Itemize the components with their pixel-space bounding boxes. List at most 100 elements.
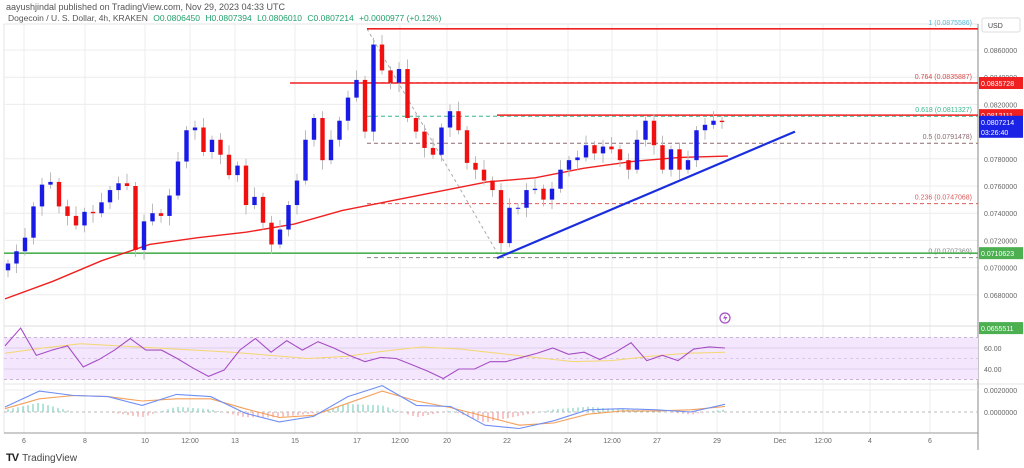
candle xyxy=(31,206,36,238)
candle xyxy=(473,162,478,170)
candle xyxy=(158,213,164,216)
candle xyxy=(116,183,121,191)
price-tick-label: 0.0740000 xyxy=(984,211,1017,218)
candle xyxy=(694,130,699,161)
candle xyxy=(320,118,325,161)
candle xyxy=(99,202,104,214)
candle xyxy=(575,157,580,161)
candle xyxy=(243,165,249,206)
ohlc-close: C0.0807214 xyxy=(307,13,354,23)
time-tick-label: 12:00 xyxy=(391,438,409,445)
candle xyxy=(422,131,427,148)
candle xyxy=(133,186,138,250)
price-tag xyxy=(979,77,1023,90)
price-tick-label: 0.0780000 xyxy=(984,157,1017,164)
candle xyxy=(634,139,640,170)
published-info: aayushjindal published on TradingView.co… xyxy=(6,2,286,12)
candle xyxy=(430,147,436,155)
candle xyxy=(294,180,300,206)
candle xyxy=(56,181,62,207)
price-tag-text: 0.0655511 xyxy=(981,326,1014,333)
candle xyxy=(558,169,563,189)
macd-tick-label: 0.0020000 xyxy=(984,388,1017,395)
rsi-ma-line xyxy=(4,343,726,363)
time-tick-label: 6 xyxy=(928,438,932,445)
candle xyxy=(311,118,317,140)
time-tick-label: 4 xyxy=(868,438,872,445)
time-tick-label: Dec xyxy=(774,438,787,445)
candle xyxy=(286,205,291,230)
candle xyxy=(490,180,495,191)
time-tick-label: 13 xyxy=(231,438,239,445)
candle xyxy=(354,79,359,98)
candle xyxy=(566,160,572,170)
candle xyxy=(277,229,283,245)
ohlc-open: O0.0806450 xyxy=(153,13,201,23)
candle xyxy=(22,237,28,252)
price-tag xyxy=(979,322,1023,335)
candle xyxy=(65,206,70,216)
fib-level-label: 1 (0.0875586) xyxy=(928,20,972,27)
candle xyxy=(345,97,351,121)
countdown-text: 03:26:40 xyxy=(981,130,1008,137)
price-tick-label: 0.0720000 xyxy=(984,238,1017,245)
candle xyxy=(609,146,614,150)
moving-average-line xyxy=(4,155,729,300)
candle xyxy=(371,44,376,132)
time-tick-label: 8 xyxy=(83,438,87,445)
candle xyxy=(481,169,487,181)
time-tick-label: 17 xyxy=(353,438,361,445)
candle xyxy=(192,127,198,131)
candle xyxy=(541,188,546,200)
candle xyxy=(107,190,113,203)
price-tick-label: 0.0700000 xyxy=(984,266,1017,273)
rsi-line xyxy=(4,327,726,380)
candle xyxy=(439,127,444,155)
fib-level-label: 0.236 (0.0747068) xyxy=(915,195,972,202)
candle xyxy=(651,120,657,146)
ohlc-high: H0.0807394 xyxy=(205,13,252,23)
price-tick-label: 0.0820000 xyxy=(984,102,1017,109)
candle xyxy=(719,120,725,123)
candle xyxy=(413,118,419,132)
candle xyxy=(524,190,529,208)
price-tick-label: 0.0680000 xyxy=(984,293,1017,300)
fib-level-label: 0.5 (0.0791478) xyxy=(923,134,972,141)
candle xyxy=(252,196,257,206)
candle xyxy=(677,149,682,170)
ohlc-change: +0.0000977 (+0.12%) xyxy=(359,13,442,23)
candle xyxy=(90,211,96,214)
brand-name: TradingView xyxy=(22,452,78,464)
candle xyxy=(600,146,606,154)
candle xyxy=(175,161,181,196)
candle xyxy=(702,124,708,131)
candle xyxy=(507,207,512,244)
symbol-legend: Dogecoin / U. S. Dollar, 4h, KRAKEN O0.0… xyxy=(8,13,441,23)
price-tick-label: 0.0760000 xyxy=(984,184,1017,191)
currency-label: USD xyxy=(988,23,1003,30)
candle xyxy=(456,111,461,131)
candle xyxy=(405,69,410,118)
ascending-trendline xyxy=(496,130,796,260)
time-tick-label: 6 xyxy=(22,438,26,445)
time-tick-label: 12:00 xyxy=(814,438,832,445)
candle xyxy=(515,207,521,209)
rsi-tick-label: 40.00 xyxy=(984,367,1002,374)
candle xyxy=(235,165,240,176)
price-tick-label: 0.0860000 xyxy=(984,48,1017,55)
candle xyxy=(141,221,147,250)
candle xyxy=(82,211,87,226)
macd-signal-line xyxy=(4,390,726,426)
candle xyxy=(201,127,206,152)
fib-level-label: 0.618 (0.0811327) xyxy=(915,107,972,114)
time-tick-label: 27 xyxy=(653,438,661,445)
lightning-glyph xyxy=(723,314,728,322)
candle xyxy=(711,120,716,125)
last-price-text: 0.0807214 xyxy=(981,120,1014,127)
candle xyxy=(5,263,11,271)
candle xyxy=(498,190,504,244)
fib-level-label: 0 (0.0707369) xyxy=(928,249,972,256)
candle xyxy=(643,120,648,140)
candle xyxy=(73,215,79,226)
